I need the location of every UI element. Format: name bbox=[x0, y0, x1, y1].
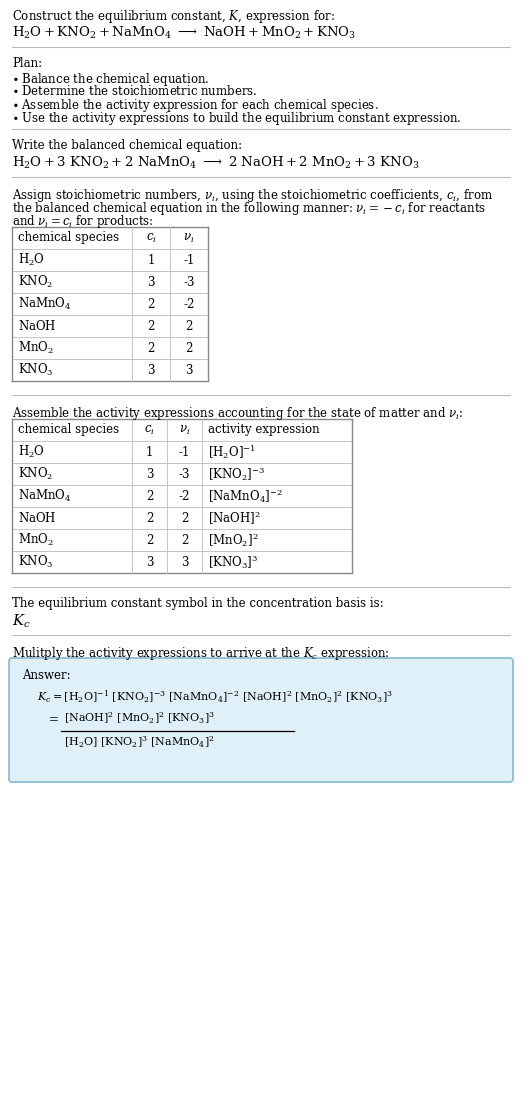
Text: $\mathrm{[MnO_2]^{2}}$: $\mathrm{[MnO_2]^{2}}$ bbox=[208, 531, 259, 549]
Text: 2: 2 bbox=[146, 534, 153, 546]
Text: $c_i$: $c_i$ bbox=[146, 232, 156, 245]
Text: The equilibrium constant symbol in the concentration basis is:: The equilibrium constant symbol in the c… bbox=[12, 597, 384, 610]
Text: Answer:: Answer: bbox=[22, 670, 71, 682]
Text: 3: 3 bbox=[181, 556, 188, 568]
Text: $\nu_i$: $\nu_i$ bbox=[179, 424, 190, 437]
Text: $\bullet$ Balance the chemical equation.: $\bullet$ Balance the chemical equation. bbox=[12, 71, 210, 88]
Text: $K_c$: $K_c$ bbox=[12, 613, 31, 631]
Text: $\mathrm{MnO_2}$: $\mathrm{MnO_2}$ bbox=[18, 532, 54, 548]
Text: $\mathrm{H_2O + 3\ KNO_2 + 2\ NaMnO_4\ \longrightarrow\ 2\ NaOH + 2\ MnO_2 + 3\ : $\mathrm{H_2O + 3\ KNO_2 + 2\ NaMnO_4\ \… bbox=[12, 156, 419, 171]
Text: $\mathrm{[H_2O]\ [KNO_2]^{3}\ [NaMnO_4]^{2}}$: $\mathrm{[H_2O]\ [KNO_2]^{3}\ [NaMnO_4]^… bbox=[64, 735, 215, 750]
Text: 2: 2 bbox=[181, 534, 188, 546]
Text: 3: 3 bbox=[146, 468, 153, 481]
Text: $=$: $=$ bbox=[46, 711, 59, 724]
Text: -2: -2 bbox=[179, 490, 190, 503]
Text: $\mathrm{NaOH}$: $\mathrm{NaOH}$ bbox=[18, 511, 57, 525]
Text: $\mathrm{KNO_2}$: $\mathrm{KNO_2}$ bbox=[18, 465, 53, 482]
Text: $\mathrm{MnO_2}$: $\mathrm{MnO_2}$ bbox=[18, 340, 54, 356]
Text: Assign stoichiometric numbers, $\nu_i$, using the stoichiometric coefficients, $: Assign stoichiometric numbers, $\nu_i$, … bbox=[12, 188, 493, 204]
Text: 2: 2 bbox=[147, 342, 155, 354]
Text: $\mathrm{[KNO_2]^{-3}}$: $\mathrm{[KNO_2]^{-3}}$ bbox=[208, 465, 265, 483]
Text: $K_c = \mathrm{[H_2O]^{-1}\ [KNO_2]^{-3}\ [NaMnO_4]^{-2}\ [NaOH]^{2}\ [MnO_2]^{2: $K_c = \mathrm{[H_2O]^{-1}\ [KNO_2]^{-3}… bbox=[37, 689, 393, 705]
Text: 2: 2 bbox=[181, 512, 188, 525]
Text: 3: 3 bbox=[147, 276, 155, 289]
Text: $\mathrm{KNO_3}$: $\mathrm{KNO_3}$ bbox=[18, 554, 53, 570]
Text: 1: 1 bbox=[146, 446, 153, 459]
Text: the balanced chemical equation in the following manner: $\nu_i = -c_i$ for react: the balanced chemical equation in the fo… bbox=[12, 200, 486, 217]
Text: $\nu_i$: $\nu_i$ bbox=[183, 232, 195, 245]
Text: $\mathrm{NaMnO_4}$: $\mathrm{NaMnO_4}$ bbox=[18, 296, 72, 312]
Text: 2: 2 bbox=[146, 490, 153, 503]
Text: Construct the equilibrium constant, $K$, expression for:: Construct the equilibrium constant, $K$,… bbox=[12, 8, 335, 25]
Text: 3: 3 bbox=[185, 364, 193, 376]
Text: $\bullet$ Use the activity expressions to build the equilibrium constant express: $\bullet$ Use the activity expressions t… bbox=[12, 110, 461, 127]
Text: 2: 2 bbox=[146, 512, 153, 525]
FancyBboxPatch shape bbox=[9, 658, 513, 782]
Text: $\mathrm{H_2O}$: $\mathrm{H_2O}$ bbox=[18, 443, 45, 460]
Text: $\mathrm{H_2O + KNO_2 + NaMnO_4\ \longrightarrow\ NaOH + MnO_2 + KNO_3}$: $\mathrm{H_2O + KNO_2 + NaMnO_4\ \longri… bbox=[12, 25, 356, 41]
Text: $\mathrm{NaMnO_4}$: $\mathrm{NaMnO_4}$ bbox=[18, 488, 72, 504]
Text: 2: 2 bbox=[185, 342, 193, 354]
Text: 2: 2 bbox=[185, 320, 193, 332]
Text: Write the balanced chemical equation:: Write the balanced chemical equation: bbox=[12, 139, 242, 152]
Text: Assemble the activity expressions accounting for the state of matter and $\nu_i$: Assemble the activity expressions accoun… bbox=[12, 405, 463, 422]
Text: -3: -3 bbox=[183, 276, 195, 289]
Text: -2: -2 bbox=[183, 298, 195, 311]
Text: 2: 2 bbox=[147, 320, 155, 332]
Text: -1: -1 bbox=[183, 254, 195, 267]
Text: -3: -3 bbox=[179, 468, 190, 481]
Text: activity expression: activity expression bbox=[208, 424, 320, 437]
Text: $\mathrm{[NaMnO_4]^{-2}}$: $\mathrm{[NaMnO_4]^{-2}}$ bbox=[208, 488, 283, 505]
Text: $\mathrm{[H_2O]^{-1}}$: $\mathrm{[H_2O]^{-1}}$ bbox=[208, 443, 256, 461]
Text: $c_i$: $c_i$ bbox=[144, 424, 155, 437]
Text: $\mathrm{[KNO_3]^{3}}$: $\mathrm{[KNO_3]^{3}}$ bbox=[208, 553, 258, 571]
Text: -1: -1 bbox=[179, 446, 190, 459]
Text: $\mathrm{NaOH}$: $\mathrm{NaOH}$ bbox=[18, 319, 57, 333]
Text: 1: 1 bbox=[147, 254, 155, 267]
Text: 2: 2 bbox=[147, 298, 155, 311]
Text: $\mathrm{KNO_3}$: $\mathrm{KNO_3}$ bbox=[18, 362, 53, 378]
Text: chemical species: chemical species bbox=[18, 232, 119, 245]
Text: $\mathrm{[NaOH]^{2}}$: $\mathrm{[NaOH]^{2}}$ bbox=[208, 510, 261, 527]
Text: 3: 3 bbox=[146, 556, 153, 568]
Text: Plan:: Plan: bbox=[12, 57, 42, 69]
Text: $\mathrm{H_2O}$: $\mathrm{H_2O}$ bbox=[18, 251, 45, 268]
Text: $\mathrm{[NaOH]^{2}\ [MnO_2]^{2}\ [KNO_3]^{3}}$: $\mathrm{[NaOH]^{2}\ [MnO_2]^{2}\ [KNO_3… bbox=[64, 711, 215, 727]
Text: $\bullet$ Assemble the activity expression for each chemical species.: $\bullet$ Assemble the activity expressi… bbox=[12, 97, 379, 114]
Text: chemical species: chemical species bbox=[18, 424, 119, 437]
Text: Mulitply the activity expressions to arrive at the $K_c$ expression:: Mulitply the activity expressions to arr… bbox=[12, 645, 389, 662]
Text: and $\nu_i = c_i$ for products:: and $\nu_i = c_i$ for products: bbox=[12, 213, 154, 231]
Text: 3: 3 bbox=[147, 364, 155, 376]
Text: $\mathrm{KNO_2}$: $\mathrm{KNO_2}$ bbox=[18, 274, 53, 290]
Text: $\bullet$ Determine the stoichiometric numbers.: $\bullet$ Determine the stoichiometric n… bbox=[12, 84, 257, 98]
